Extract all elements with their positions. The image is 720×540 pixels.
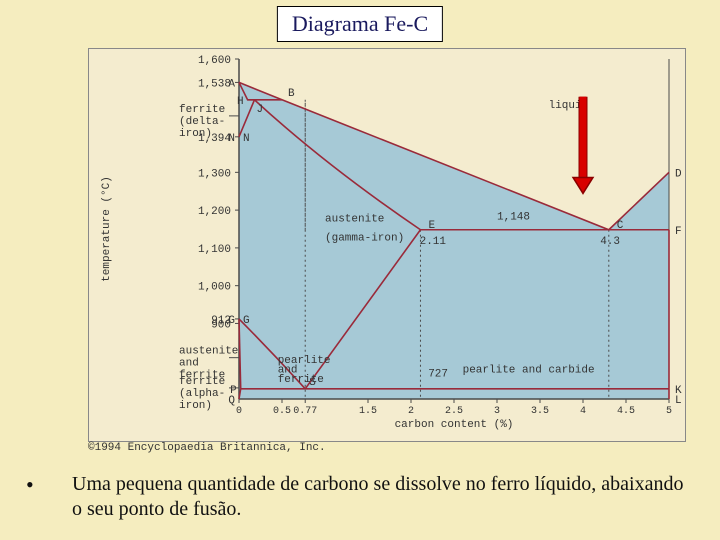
slide-title: Diagrama Fe-C: [277, 6, 443, 42]
svg-text:4.3: 4.3: [600, 236, 620, 248]
svg-text:F: F: [675, 226, 682, 238]
svg-text:3: 3: [494, 406, 500, 417]
svg-text:1,000: 1,000: [198, 282, 231, 294]
svg-text:N: N: [243, 133, 250, 145]
bullet-marker: •: [26, 472, 72, 498]
svg-text:and: and: [179, 358, 199, 370]
svg-text:1,538: 1,538: [198, 78, 231, 90]
svg-text:4: 4: [580, 406, 586, 417]
svg-text:1,200: 1,200: [198, 206, 231, 218]
svg-text:2.5: 2.5: [445, 406, 463, 417]
svg-text:austenite: austenite: [179, 346, 238, 358]
svg-text:0: 0: [236, 406, 242, 417]
svg-text:N: N: [228, 133, 235, 145]
svg-text:austenite: austenite: [325, 213, 384, 225]
bullet-text: Uma pequena quantidade de carbono se dis…: [72, 472, 696, 522]
svg-text:ferrite: ferrite: [179, 104, 225, 116]
svg-text:1.5: 1.5: [359, 406, 377, 417]
svg-text:1,100: 1,100: [198, 244, 231, 256]
copyright-text: ©1994 Encyclopaedia Britannica, Inc.: [88, 442, 326, 454]
svg-text:0.5: 0.5: [273, 406, 291, 417]
svg-text:0.77: 0.77: [293, 406, 317, 417]
svg-text:carbon content (%): carbon content (%): [395, 419, 514, 431]
svg-text:pearlite and carbide: pearlite and carbide: [463, 365, 595, 377]
svg-text:temperature (°C): temperature (°C): [101, 176, 113, 282]
phase-diagram: 9001,0001,1001,2001,3001,6001,5381,394N9…: [88, 48, 686, 442]
svg-text:2.11: 2.11: [420, 236, 447, 248]
svg-text:H: H: [237, 96, 244, 108]
svg-text:4.5: 4.5: [617, 406, 635, 417]
svg-text:ferrite: ferrite: [179, 376, 225, 388]
svg-text:L: L: [675, 395, 682, 407]
svg-text:(alpha-: (alpha-: [179, 388, 225, 400]
svg-text:3.5: 3.5: [531, 406, 549, 417]
svg-text:5: 5: [666, 406, 672, 417]
svg-text:G: G: [228, 315, 235, 327]
svg-text:iron): iron): [179, 128, 212, 140]
slide: Diagrama Fe-C 9001,0001,1001,2001,3001,6…: [0, 0, 720, 540]
svg-text:B: B: [288, 88, 295, 100]
svg-text:ferrite: ferrite: [278, 374, 324, 386]
svg-text:(delta-: (delta-: [179, 116, 225, 128]
svg-text:D: D: [675, 168, 682, 180]
svg-text:iron): iron): [179, 400, 212, 412]
svg-text:1,600: 1,600: [198, 55, 231, 67]
svg-text:C: C: [617, 220, 624, 232]
svg-text:727: 727: [428, 368, 448, 380]
svg-text:Q: Q: [228, 395, 235, 407]
svg-text:1,148: 1,148: [497, 212, 530, 224]
svg-text:A: A: [228, 78, 235, 90]
bullet-point: • Uma pequena quantidade de carbono se d…: [26, 472, 696, 522]
svg-text:E: E: [428, 220, 435, 232]
svg-text:(gamma-iron): (gamma-iron): [325, 232, 404, 244]
svg-text:2: 2: [408, 406, 414, 417]
svg-text:J: J: [256, 104, 263, 116]
svg-text:1,300: 1,300: [198, 168, 231, 180]
